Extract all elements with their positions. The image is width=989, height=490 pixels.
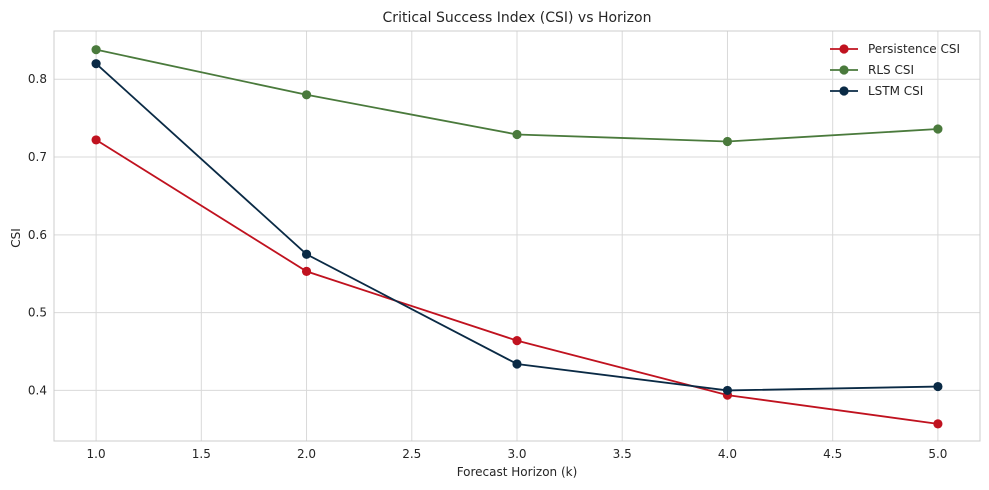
data-point: [933, 124, 943, 134]
legend-label: RLS CSI: [868, 63, 914, 77]
data-point: [301, 249, 312, 259]
grid: [54, 31, 980, 441]
data-point: [512, 359, 522, 369]
legend: Persistence CSI RLS CSI LSTM CSI: [830, 42, 960, 98]
x-tick-label: 1.5: [192, 447, 211, 461]
y-tick-label: 0.4: [28, 383, 47, 397]
data-point: [301, 266, 312, 276]
data-point: [722, 385, 733, 396]
y-tick-label: 0.6: [28, 228, 47, 242]
x-tick-label: 4.0: [718, 447, 737, 461]
legend-marker: [839, 44, 849, 54]
legend-label: LSTM CSI: [868, 84, 923, 98]
data-point: [301, 90, 312, 100]
legend-marker: [839, 65, 849, 75]
series-layer: [91, 45, 943, 429]
x-tick-label: 3.5: [613, 447, 632, 461]
legend-label: Persistence CSI: [868, 42, 960, 56]
y-tick-label: 0.5: [28, 306, 47, 320]
axes: 1.0 1.5 2.0 2.5 3.0 3.5 4.0 4.5 5.0 0.4 0.5 0.6 0.7 0…: [28, 30, 981, 461]
data-point: [933, 419, 943, 429]
data-point: [91, 135, 101, 145]
y-tick-label: 0.8: [28, 72, 47, 86]
data-point: [91, 45, 101, 55]
x-axis-label: Forecast Horizon (k): [457, 465, 578, 479]
x-tick-label: 2.5: [402, 447, 421, 461]
y-tick-label: 0.7: [28, 150, 47, 164]
data-point: [512, 336, 522, 346]
x-tick-label: 4.5: [823, 447, 842, 461]
plot-frame: [53, 30, 981, 442]
legend-marker: [839, 86, 849, 96]
data-point: [933, 381, 943, 392]
y-axis-label: CSI: [9, 228, 23, 248]
data-point: [91, 59, 101, 69]
data-point: [722, 136, 733, 147]
x-tick-label: 1.0: [87, 447, 106, 461]
x-tick-label: 2.0: [297, 447, 316, 461]
chart-title: Critical Success Index (CSI) vs Horizon: [383, 10, 652, 26]
data-point: [512, 129, 522, 140]
x-tick-label: 5.0: [928, 447, 947, 461]
x-tick-label: 3.0: [507, 447, 526, 461]
